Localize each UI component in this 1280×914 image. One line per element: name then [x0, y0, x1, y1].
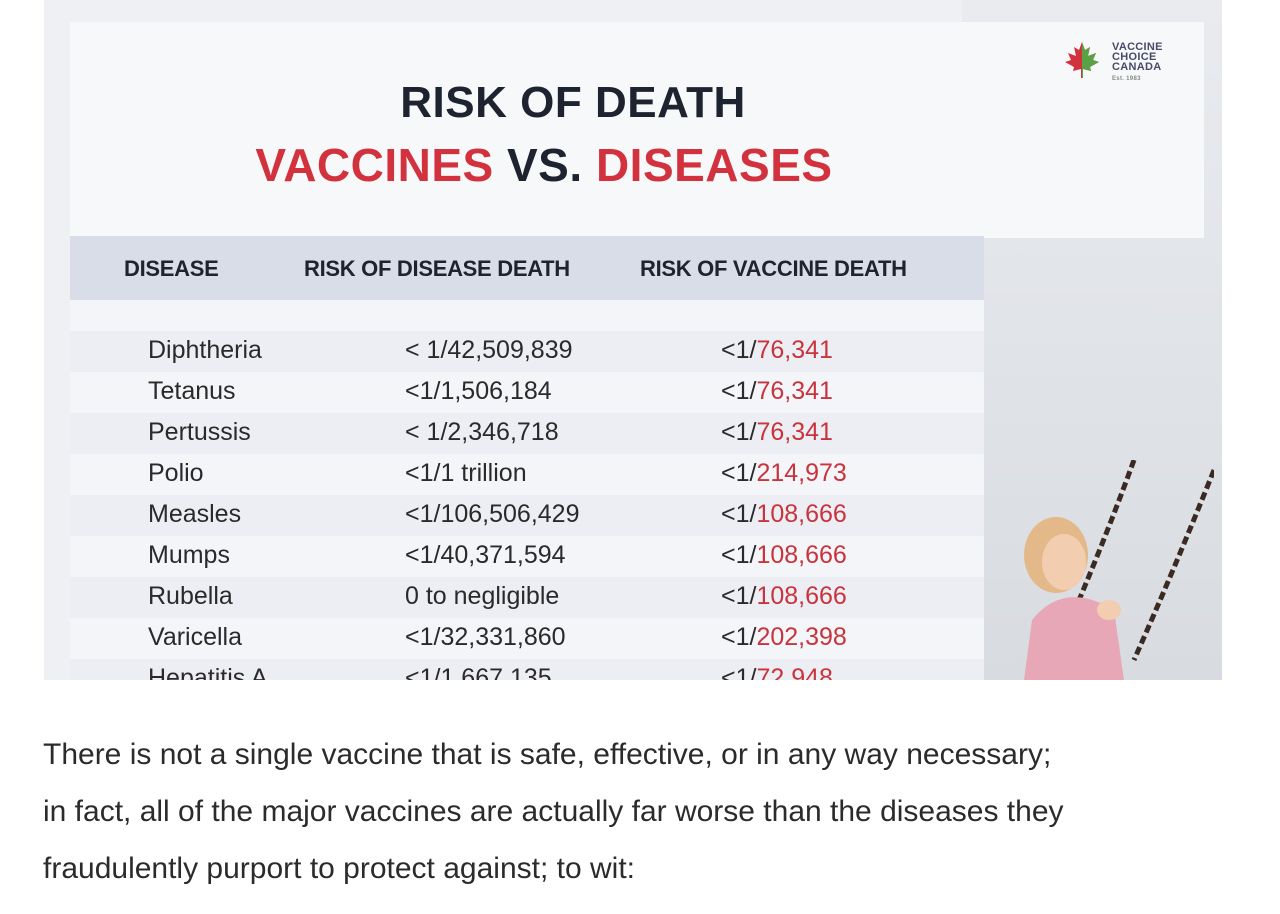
title-vaccines: VACCINES	[255, 139, 494, 191]
vaccine-death-risk: <1/76,341	[721, 336, 833, 365]
table-row: Measles <1/106,506,429 <1/108,666	[70, 495, 984, 536]
logo-text-line3: CANADA	[1112, 61, 1162, 73]
girl-on-swing-illustration	[1024, 460, 1214, 680]
disease-name: Tetanus	[148, 377, 236, 405]
vaccine-death-risk: <1/108,666	[721, 541, 847, 570]
disease-death-risk: 0 to negligible	[405, 582, 560, 610]
caption-line-1: There is not a single vaccine that is sa…	[43, 738, 1052, 771]
vaccine-death-value: 108,666	[756, 500, 847, 528]
vaccine-death-value: 76,341	[756, 377, 833, 405]
title-vs: VS.	[493, 139, 596, 191]
table-row: Polio <1/1 trillion <1/214,973	[70, 454, 984, 495]
maple-leaf-icon	[1065, 42, 1099, 78]
vaccine-death-prefix: <1/	[721, 336, 757, 364]
title-line-2: VACCINES VS. DISEASES	[44, 138, 1133, 192]
disease-death-risk: <1/40,371,594	[405, 541, 566, 569]
header-panel	[70, 22, 1204, 238]
disease-death-risk: <1/1,667,135	[405, 664, 552, 680]
vaccine-death-prefix: <1/	[721, 500, 757, 528]
table-header	[70, 236, 984, 300]
vaccine-death-value: 72,948	[756, 664, 833, 680]
vaccine-death-risk: <1/72,948	[721, 664, 833, 680]
vaccine-death-value: 108,666	[756, 541, 847, 569]
vaccine-death-prefix: <1/	[721, 541, 757, 569]
vaccine-death-prefix: <1/	[721, 623, 757, 651]
vaccine-death-value: 108,666	[756, 582, 847, 610]
vaccine-death-prefix: <1/	[721, 377, 757, 405]
disease-death-risk: <1/32,331,860	[405, 623, 566, 651]
vaccine-death-risk: <1/108,666	[721, 582, 847, 611]
table-row: Rubella 0 to negligible <1/108,666	[70, 577, 984, 618]
header-vaccine-death: RISK OF VACCINE DEATH	[640, 256, 907, 281]
vaccine-death-risk: <1/76,341	[721, 418, 833, 447]
disease-death-risk: < 1/42,509,839	[405, 336, 573, 364]
table-row: Tetanus <1/1,506,184 <1/76,341	[70, 372, 984, 413]
disease-name: Rubella	[148, 582, 233, 610]
vaccine-death-value: 76,341	[756, 336, 833, 364]
vaccine-death-risk: <1/108,666	[721, 500, 847, 529]
disease-death-risk: <1/1,506,184	[405, 377, 552, 405]
caption-line-3: fraudulently purport to protect against;…	[43, 852, 635, 885]
disease-name: Mumps	[148, 541, 230, 569]
logo-text-line1: VACCINE	[1112, 41, 1163, 53]
title-diseases: DISEASES	[595, 139, 833, 191]
disease-name: Polio	[148, 459, 204, 487]
infographic-image: VACCINE CHOICE CANADA Est. 1983 RISK OF …	[44, 0, 1222, 680]
disease-name: Diphtheria	[148, 336, 262, 364]
vaccine-death-value: 202,398	[756, 623, 847, 651]
logo-text-line2: CHOICE	[1112, 51, 1157, 63]
vaccine-death-prefix: <1/	[721, 582, 757, 610]
disease-death-risk: <1/106,506,429	[405, 500, 580, 528]
vaccine-death-risk: <1/202,398	[721, 623, 847, 652]
vaccine-death-risk: <1/76,341	[721, 377, 833, 406]
vaccine-death-prefix: <1/	[721, 664, 757, 680]
vaccine-death-value: 214,973	[756, 459, 847, 487]
vaccine-death-value: 76,341	[756, 418, 833, 446]
disease-name: Measles	[148, 500, 242, 528]
caption-text: There is not a single vaccine that is sa…	[43, 726, 1243, 897]
header-disease-death: RISK OF DISEASE DEATH	[304, 256, 570, 281]
table-row: Varicella <1/32,331,860 <1/202,398	[70, 618, 984, 659]
table-row: Pertussis < 1/2,346,718 <1/76,341	[70, 413, 984, 454]
vaccine-death-risk: <1/214,973	[721, 459, 847, 488]
table-row: Diphtheria < 1/42,509,839 <1/76,341	[70, 331, 984, 372]
header-disease: DISEASE	[124, 256, 219, 281]
table-row: Hepatitis A <1/1,667,135 <1/72,948	[70, 659, 984, 680]
vaccine-choice-canada-logo: VACCINE CHOICE CANADA Est. 1983	[1062, 38, 1182, 96]
disease-death-risk: <1/1 trillion	[405, 459, 527, 487]
caption-line-2: in fact, all of the major vaccines are a…	[43, 795, 1064, 828]
vaccine-death-prefix: <1/	[721, 459, 757, 487]
disease-name: Pertussis	[148, 418, 251, 446]
disease-name: Varicella	[148, 623, 243, 651]
vaccine-death-prefix: <1/	[721, 418, 757, 446]
disease-death-risk: < 1/2,346,718	[405, 418, 559, 446]
logo-subtext: Est. 1983	[1112, 76, 1141, 82]
disease-name: Hepatitis A	[148, 664, 268, 680]
table-row: Mumps <1/40,371,594 <1/108,666	[70, 536, 984, 577]
title-line-1: RISK OF DEATH	[400, 78, 746, 127]
